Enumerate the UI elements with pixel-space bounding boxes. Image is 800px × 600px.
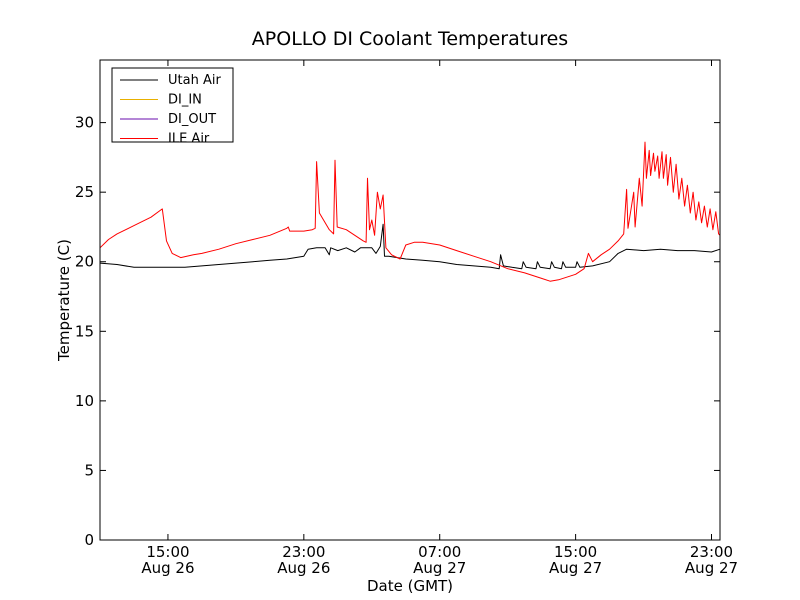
y-tick-label: 10 — [75, 392, 94, 410]
legend-label: DI_OUT — [168, 112, 216, 127]
y-tick-label: 15 — [75, 322, 94, 340]
y-tick-label: 0 — [84, 531, 94, 549]
x-tick-time-label: 23:00 — [690, 543, 733, 561]
x-tick-time-label: 23:00 — [282, 543, 325, 561]
x-tick-date-label: Aug 27 — [413, 559, 466, 577]
y-axis-label: Temperature (C) — [55, 239, 73, 362]
x-tick-date-label: Aug 27 — [549, 559, 602, 577]
x-axis-label: Date (GMT) — [367, 577, 453, 595]
series-line-ile-air — [99, 141, 721, 282]
y-tick-label: 30 — [75, 114, 94, 132]
x-tick-time-label: 15:00 — [146, 543, 189, 561]
series-line-utah-air — [99, 223, 721, 270]
chart-title: APOLLO DI Coolant Temperatures — [252, 28, 568, 50]
legend-label: ILE Air — [168, 132, 210, 147]
y-tick-label: 5 — [84, 461, 94, 479]
x-tick-time-label: 15:00 — [554, 543, 597, 561]
y-tick-label: 25 — [75, 183, 94, 201]
x-tick-date-label: Aug 26 — [141, 559, 194, 577]
x-tick-time-label: 07:00 — [418, 543, 461, 561]
legend: Utah Air DI_IN DI_OUT ILE Air — [111, 67, 234, 147]
plot-area — [99, 141, 721, 282]
y-tick-label: 20 — [75, 253, 94, 271]
axes-frame — [99, 59, 721, 541]
legend-label: Utah Air — [168, 73, 221, 88]
x-tick-date-label: Aug 26 — [277, 559, 330, 577]
legend-label: DI_IN — [168, 93, 202, 108]
x-tick-date-label: Aug 27 — [685, 559, 738, 577]
